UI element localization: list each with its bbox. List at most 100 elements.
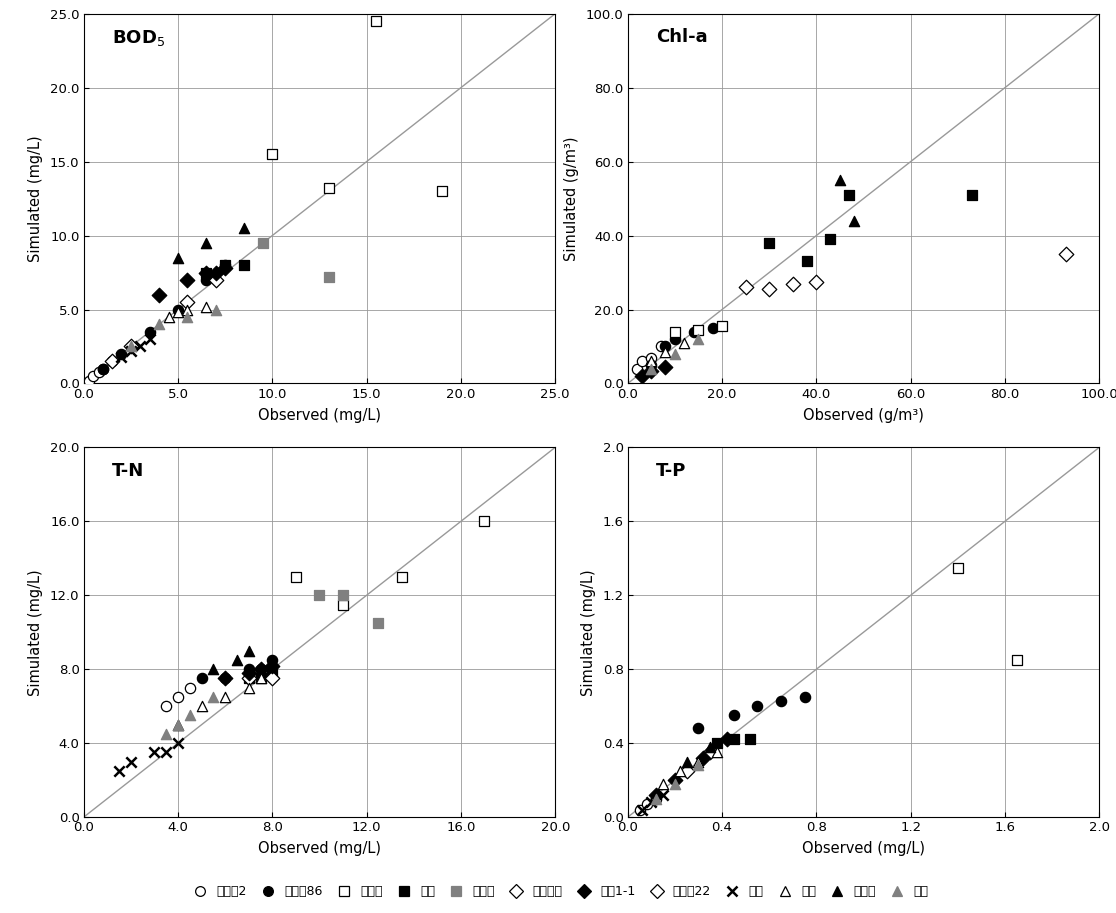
Point <box>643 358 661 373</box>
Point <box>198 265 215 279</box>
Point <box>690 754 708 769</box>
Point <box>141 324 158 339</box>
Point <box>179 310 196 324</box>
Point <box>240 671 258 686</box>
Point <box>170 718 187 732</box>
Point <box>170 302 187 317</box>
Point <box>637 797 655 812</box>
Point <box>760 282 778 297</box>
Point <box>170 718 187 732</box>
Point <box>666 324 684 339</box>
Point <box>170 689 187 704</box>
Point <box>704 320 722 335</box>
Point <box>393 570 411 584</box>
Point <box>772 693 790 708</box>
Point <box>204 662 222 677</box>
Point <box>251 671 269 686</box>
Point <box>179 302 196 317</box>
Point <box>671 763 689 778</box>
Legend: 소양찹2, 전주찶86, 익산참, 김제, 용암참, 만경대교, 삼찼1-1, 전주참22, 전주, 삼레, 마산참, 탑참: 소양찹2, 전주찶86, 익산참, 김제, 용암참, 만경대교, 삼찼1-1, … <box>184 882 932 902</box>
Point <box>713 319 731 333</box>
Point <box>217 671 234 686</box>
Point <box>217 257 234 272</box>
Point <box>690 758 708 772</box>
Point <box>181 680 199 695</box>
Point <box>718 732 735 747</box>
Point <box>122 340 140 354</box>
Point <box>647 792 665 806</box>
Point <box>151 317 169 331</box>
Text: T-P: T-P <box>656 462 686 480</box>
Point <box>141 331 158 346</box>
Point <box>675 335 693 350</box>
Point <box>179 295 196 310</box>
Point <box>198 265 215 279</box>
Point <box>741 732 759 747</box>
Point <box>334 597 352 612</box>
Point <box>179 273 196 288</box>
Point <box>84 369 102 383</box>
Point <box>656 340 674 354</box>
Point <box>647 792 665 806</box>
Point <box>170 305 187 320</box>
Text: BOD$_5$: BOD$_5$ <box>112 28 165 48</box>
Point <box>170 250 187 265</box>
Point <box>737 280 754 295</box>
Point <box>94 362 112 376</box>
Point <box>122 754 140 769</box>
Point <box>709 736 727 750</box>
Point <box>206 265 224 279</box>
Point <box>240 680 258 695</box>
Y-axis label: Simulated (mg/L): Simulated (mg/L) <box>28 569 44 696</box>
Point <box>652 340 670 354</box>
Point <box>690 721 708 736</box>
Point <box>677 754 695 769</box>
Point <box>643 363 661 378</box>
Point <box>320 269 338 284</box>
Point <box>666 777 684 792</box>
Point <box>796 689 814 704</box>
Y-axis label: Simulated (mg/L): Simulated (mg/L) <box>28 135 44 262</box>
Point <box>263 666 281 680</box>
Point <box>701 740 719 754</box>
Point <box>654 788 672 803</box>
Point <box>633 354 651 369</box>
Y-axis label: Simulated (g/m³): Simulated (g/m³) <box>564 136 579 261</box>
Point <box>217 671 234 686</box>
Point <box>235 257 253 272</box>
Point <box>628 362 646 376</box>
Point <box>254 236 272 250</box>
Point <box>643 795 661 810</box>
Point <box>808 275 826 289</box>
Point <box>263 658 281 673</box>
Point <box>654 777 672 792</box>
Point <box>783 277 801 291</box>
Point <box>193 671 211 686</box>
Point <box>643 351 661 365</box>
Point <box>263 671 281 686</box>
Point <box>94 362 112 376</box>
Text: Chl-a: Chl-a <box>656 28 708 47</box>
Point <box>821 232 839 247</box>
Point <box>157 699 175 714</box>
Point <box>103 354 121 369</box>
Point <box>666 331 684 346</box>
Point <box>647 788 665 803</box>
Point <box>1057 247 1075 261</box>
Point <box>110 763 128 778</box>
Point <box>251 662 269 677</box>
Point <box>193 699 211 714</box>
Point <box>170 736 187 750</box>
Point <box>287 570 305 584</box>
Point <box>633 369 651 383</box>
Point <box>240 644 258 658</box>
Point <box>433 184 451 198</box>
Point <box>320 181 338 195</box>
Point <box>725 708 743 723</box>
Point <box>151 288 169 302</box>
Point <box>690 331 708 346</box>
Point <box>643 362 661 376</box>
Point <box>217 257 234 272</box>
Point <box>949 561 966 575</box>
Point <box>181 708 199 723</box>
